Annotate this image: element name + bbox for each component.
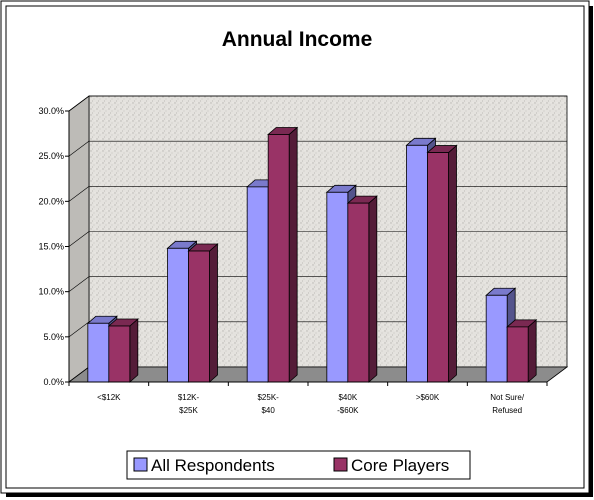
x-category-label: $40K -$60K [337, 393, 359, 415]
legend-box [126, 450, 471, 480]
bar [187, 243, 219, 383]
y-tick-label: 30.0% [38, 106, 64, 116]
y-tick-label: 5.0% [43, 332, 64, 342]
gridline-side [68, 140, 90, 157]
legend-label-all-respondents: All Respondents [151, 456, 275, 475]
bar [267, 126, 299, 383]
legend-label-core-players: Core Players [351, 456, 449, 475]
y-tick-label: 25.0% [38, 151, 64, 161]
x-axis-ticks [68, 382, 548, 386]
bar [346, 195, 378, 383]
inner-frame [5, 5, 585, 489]
bar [107, 318, 139, 383]
y-tick-label: 20.0% [38, 196, 64, 206]
legend-swatch-all-respondents [133, 457, 148, 472]
bar [506, 319, 538, 383]
outer-shadow-right [589, 6, 593, 497]
category-labels: <$12K $12K-$25K $25K-$40 $40K -$60K >$60K Not … [97, 393, 525, 415]
gridline-side [68, 276, 90, 292]
x-category-label: $12K-$25K [178, 393, 200, 415]
bar [426, 144, 458, 383]
y-tick-label: 10.0% [38, 287, 64, 297]
bars [86, 126, 538, 383]
x-category-label: <$12K [97, 393, 121, 402]
gridline-side [68, 231, 90, 247]
x-category-label: $25K-$40 [257, 393, 279, 415]
legend: All Respondents Core Players [126, 450, 471, 480]
gridline-side [68, 95, 90, 112]
y-axis-ticks: 0.0% 5.0% 10.0% 15.0% 20.0% 25.0% 30.0% [38, 106, 69, 387]
gridline-side [68, 321, 90, 338]
gridline-side [68, 186, 90, 202]
y-tick-label: 15.0% [38, 242, 64, 252]
y-tick-label: 0.0% [43, 377, 64, 387]
x-category-label: >$60K [416, 393, 440, 402]
outer-shadow-bottom [6, 493, 593, 497]
chart-title: Annual Income [222, 28, 373, 51]
x-category-label: Not Sure/Refused [490, 393, 525, 415]
legend-swatch-core-players [333, 457, 348, 472]
